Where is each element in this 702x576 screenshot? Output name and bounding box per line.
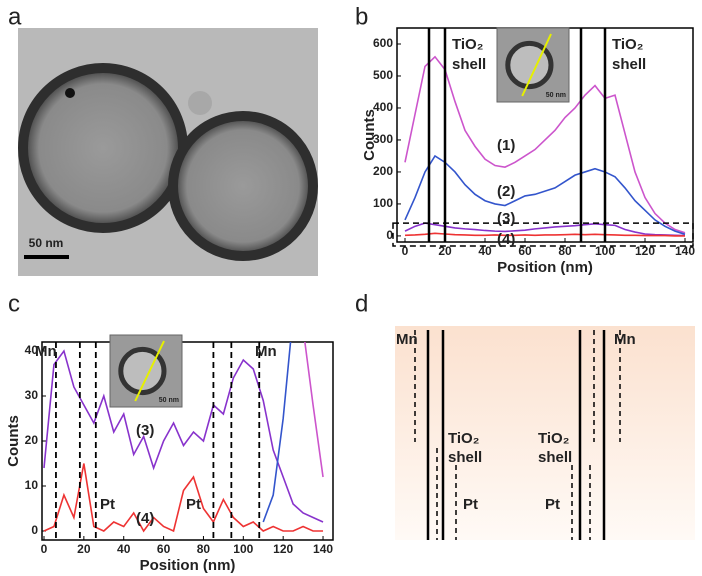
y-tick-label: 20 — [25, 433, 39, 447]
series-line — [262, 342, 292, 523]
scale-bar-label: 50 nm — [29, 236, 64, 250]
inset-arrow — [521, 33, 552, 97]
x-axis-title: Position (nm) — [497, 259, 593, 276]
shell-label: shell — [612, 56, 646, 73]
plot-lines — [404, 55, 686, 237]
y-axis-title: Counts — [5, 415, 22, 467]
annotation: (4) — [136, 510, 154, 527]
y-tick-label: 600 — [373, 36, 393, 50]
x-tick-label: 40 — [117, 542, 131, 556]
shell-label: shell — [448, 449, 482, 466]
element-label: Mn — [614, 331, 636, 348]
series-line — [304, 342, 324, 478]
element-label: Mn — [396, 331, 418, 348]
element-label: Pt — [463, 496, 478, 513]
x-tick-label: 0 — [41, 542, 48, 556]
annotation: Mn — [35, 343, 57, 360]
element-label: Pt — [545, 496, 560, 513]
tem-image: 50 nm — [18, 28, 318, 276]
series-line — [404, 154, 686, 236]
annotation: Pt — [186, 496, 201, 513]
x-tick-label: 100 — [595, 244, 615, 258]
inset-arrow — [134, 340, 165, 402]
x-tick-label: 100 — [233, 542, 253, 556]
y-tick-label: 400 — [373, 100, 393, 114]
x-tick-label: 60 — [518, 244, 532, 258]
shell-label: TiO₂ — [612, 36, 643, 53]
inset-particle — [505, 40, 554, 90]
panel-label: a — [8, 3, 22, 30]
x-tick-label: 20 — [438, 244, 452, 258]
annotation: (1) — [497, 137, 515, 154]
panel-label: c — [8, 290, 20, 317]
region-box — [392, 222, 694, 247]
inset-scale: 50 nm — [159, 397, 179, 404]
y-tick-label: 0 — [386, 228, 393, 242]
x-tick-label: 140 — [313, 542, 333, 556]
x-tick-label: 120 — [635, 244, 655, 258]
y-tick-label: 0 — [31, 523, 38, 537]
x-tick-label: 60 — [157, 542, 171, 556]
y-tick-label: 200 — [373, 164, 393, 178]
x-tick-label: 140 — [675, 244, 695, 258]
y-tick-label: 10 — [25, 478, 39, 492]
y-axis-title: Counts — [361, 109, 378, 161]
annotation: (4) — [497, 231, 515, 248]
panel-label: b — [355, 3, 368, 30]
x-tick-label: 20 — [77, 542, 91, 556]
y-tick-label: 100 — [373, 196, 393, 210]
y-tick-label: 40 — [25, 343, 39, 357]
plot-lines — [43, 342, 324, 533]
x-axis-title: Position (nm) — [140, 557, 236, 574]
annotation: (3) — [136, 422, 154, 439]
y-tick-label: 30 — [25, 388, 39, 402]
diagram — [395, 326, 695, 540]
shell-label: TiO₂ — [448, 430, 479, 447]
series-line — [404, 55, 686, 234]
series-line — [43, 463, 324, 533]
shell-label: shell — [538, 449, 572, 466]
panel-label: d — [355, 290, 368, 317]
x-tick-label: 0 — [402, 244, 409, 258]
x-tick-label: 80 — [197, 542, 211, 556]
annotation: Pt — [100, 496, 115, 513]
x-tick-label: 80 — [558, 244, 572, 258]
shell-label: TiO₂ — [452, 36, 483, 53]
annotation: (2) — [497, 183, 515, 200]
x-tick-label: 120 — [273, 542, 293, 556]
annotation: Mn — [255, 343, 277, 360]
y-tick-label: 500 — [373, 68, 393, 82]
inset-particle — [118, 346, 167, 396]
shell-label: TiO₂ — [538, 430, 569, 447]
series-line — [43, 349, 324, 523]
series-line — [404, 232, 685, 237]
y-tick-label: 300 — [373, 132, 393, 146]
inset-scale: 50 nm — [546, 92, 566, 99]
x-tick-label: 40 — [478, 244, 492, 258]
shell-label: shell — [452, 56, 486, 73]
series-line — [404, 222, 686, 237]
annotation: (3) — [497, 210, 515, 227]
